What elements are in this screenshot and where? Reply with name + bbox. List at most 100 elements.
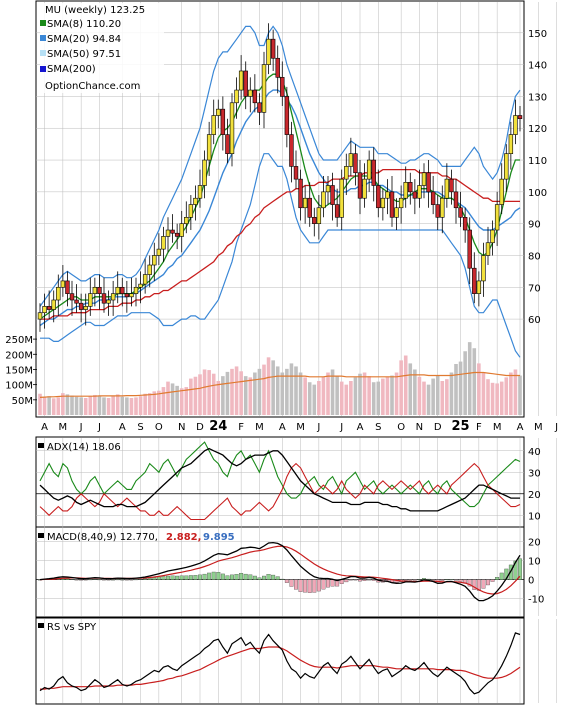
candle-body: [156, 248, 162, 256]
rs-line: [39, 632, 521, 695]
volume-bar: [253, 372, 257, 415]
candle-body: [138, 283, 143, 288]
candle-body: [60, 280, 66, 288]
volume-bar: [307, 382, 312, 415]
volume-bar: [454, 364, 458, 415]
candle-body: [430, 191, 436, 205]
volume-bar: [445, 379, 449, 415]
x-tick-label: A: [357, 422, 364, 433]
macd-histogram-bar: [124, 579, 129, 581]
volume-bar: [330, 369, 335, 415]
macd-histogram-bar: [211, 571, 216, 580]
macd-histogram-bar: [312, 579, 317, 593]
macd-histogram-bar: [83, 579, 88, 581]
candle-body: [298, 178, 303, 209]
macd-tick-label: 0: [528, 576, 534, 587]
x-tick-label: M: [59, 422, 68, 433]
macd-signal-value: 9.895: [203, 532, 235, 543]
macd-histogram-bar: [97, 579, 102, 581]
candle-body: [344, 166, 349, 180]
x-tick-label: A: [41, 422, 48, 433]
volume-bar: [257, 368, 262, 415]
volume-bar: [289, 363, 294, 415]
indicator-layer: [38, 441, 522, 695]
volume-bar: [367, 376, 371, 415]
x-tick-label: 24: [209, 419, 227, 434]
volume-bar: [97, 395, 102, 415]
macd-histogram-bar: [335, 579, 340, 587]
candle-body: [42, 306, 47, 314]
macd-hist-value: 2.882,: [166, 532, 201, 543]
candle-body: [188, 204, 194, 218]
candle-body: [88, 293, 93, 307]
candle-body: [266, 38, 271, 65]
macd-histogram-bar: [444, 579, 449, 580]
macd-histogram-bar: [216, 572, 221, 580]
macd-histogram-bar: [344, 579, 349, 583]
volume-bar: [449, 372, 454, 415]
price-tick-label: 70: [528, 283, 541, 294]
adx-tick-label: 30: [528, 468, 541, 479]
macd-histogram-bar: [243, 573, 248, 580]
volume-bar: [184, 387, 189, 415]
candle-body: [115, 286, 120, 294]
macd-histogram-bar: [362, 579, 367, 581]
candle-body: [353, 153, 358, 174]
x-tick-label: D: [434, 422, 442, 433]
sma200-line: [40, 168, 520, 320]
legend: MU (weekly) 123.25 SMA(8) 110.20 SMA(20)…: [40, 3, 164, 93]
sma20-line: [39, 89, 521, 327]
volume-bar: [403, 355, 408, 415]
volume-bar: [312, 384, 317, 415]
macd-histogram-bar: [88, 579, 93, 581]
macd-histogram-bar: [307, 579, 312, 593]
volume-bar: [65, 394, 70, 415]
macd-histogram-bar: [170, 575, 175, 580]
candle-body: [371, 159, 376, 186]
candle-body: [124, 293, 130, 298]
candle-body: [257, 102, 262, 113]
macd-line: [39, 541, 521, 602]
volume-bar: [243, 376, 248, 415]
macd-histogram-bar: [252, 575, 257, 580]
macd-label-group: MACD(8,40,9) 12.770, 2.882, 9.895: [38, 532, 235, 543]
candle-body: [193, 197, 198, 205]
axis-layer: A M J J A S O N D 24 F M A M J J A S O N D 25 F M A M J60708090100…: [5, 29, 558, 606]
adx-tick-label: 10: [528, 511, 541, 522]
candle-body: [97, 286, 102, 294]
candle-body: [312, 217, 317, 224]
volume-average-line: [39, 371, 520, 398]
macd-histogram-bar: [513, 560, 518, 580]
candle-body: [504, 153, 509, 180]
volume-bar: [280, 372, 285, 415]
volume-bar: [147, 393, 152, 415]
macd-histogram-bar: [92, 579, 97, 580]
volume-bar: [458, 361, 463, 415]
volume-bar: [303, 377, 307, 415]
volume-bar: [225, 371, 230, 415]
macd-histogram-bar: [495, 577, 500, 580]
volume-bar: [266, 357, 271, 415]
macd-histogram-bar: [147, 577, 152, 580]
macd-histogram-bar: [230, 574, 234, 580]
volume-bar: [335, 375, 339, 415]
macd-histogram-bar: [330, 579, 335, 587]
volume-bar: [42, 396, 47, 415]
volume-bar: [271, 360, 275, 415]
x-tick-label: 25: [452, 419, 470, 434]
macd-histogram-bar: [467, 579, 472, 587]
macd-histogram-bar: [115, 579, 120, 581]
candle-body: [334, 204, 340, 218]
volume-bar: [102, 397, 106, 415]
volume-bar: [152, 391, 157, 415]
candle-body: [321, 191, 326, 209]
volume-bar: [326, 372, 330, 415]
x-tick-label: A: [119, 422, 126, 433]
candle-body: [280, 77, 285, 97]
candle-body: [490, 229, 495, 244]
volume-bar: [321, 376, 326, 415]
price-tick-label: 90: [528, 220, 541, 231]
macd-histogram-bar: [449, 579, 454, 581]
candle-body: [243, 70, 248, 97]
x-tick-label: N: [178, 422, 185, 433]
